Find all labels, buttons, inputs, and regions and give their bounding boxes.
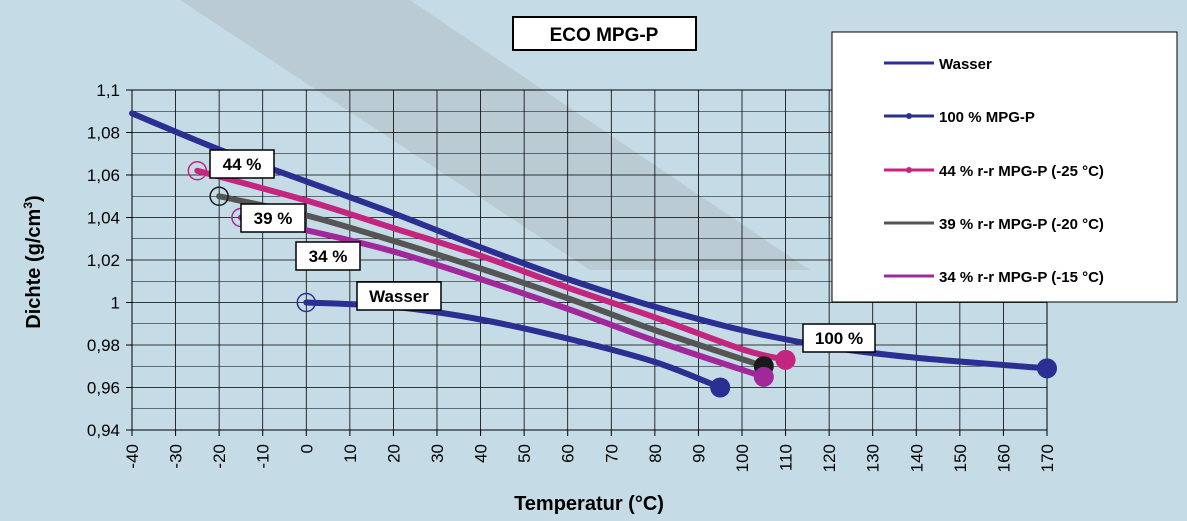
y-tick-label: 0,94: [87, 421, 120, 440]
y-axis-label: Dichte (g/cm3): [21, 195, 45, 328]
x-tick-label: 170: [1038, 444, 1057, 472]
legend-label-2: 44 % r-r MPG-P (-25 °C): [939, 163, 1104, 180]
y-axis-label-close: ): [23, 195, 45, 202]
x-tick-label: 50: [515, 444, 534, 463]
series-tag-box-0: [356, 281, 442, 311]
series-end-marker-2: [775, 349, 796, 370]
y-tick-label: 1,02: [87, 251, 120, 270]
y-tick-label: 0,98: [87, 336, 120, 355]
y-tick-label: 1,1: [96, 81, 120, 100]
y-tick-label: 1,08: [87, 124, 120, 143]
x-tick-label: 110: [777, 444, 796, 471]
series-line-4: [237, 214, 767, 380]
x-axis-label: Temperatur (°C): [514, 493, 664, 515]
y-tick-label: 0,96: [87, 379, 120, 398]
series-tag-4: 34 %: [309, 247, 348, 266]
series-tag-2: 44 %: [223, 155, 262, 174]
series-tag-3: 39 %: [254, 209, 293, 228]
x-tick-label: 70: [602, 444, 621, 463]
series-end-marker-0: [710, 377, 731, 398]
y-axis-ticks: 0,94 0,96 0,98 1 1,02 1,04 1,06 1,08 1,1: [87, 81, 132, 440]
x-tick-label: 120: [820, 444, 839, 472]
series-tag-1: 100 %: [815, 329, 863, 348]
x-tick-label: 80: [646, 444, 665, 463]
legend-label-3: 39 % r-r MPG-P (-20 °C): [939, 216, 1104, 233]
x-tick-label: 90: [689, 444, 708, 463]
y-axis-label-sup: 3: [21, 202, 35, 209]
series-start-marker-2: [187, 161, 208, 181]
series-line-3: [216, 193, 767, 370]
x-axis-ticks: -40 -30 -20 -10 0 10 20 30 40 50 60 70 80 90 100 110 120…: [123, 430, 1057, 472]
series-start-marker-0: [296, 292, 317, 313]
y-axis-label-main: Dichte (g/cm: [23, 209, 45, 329]
series-tag-box-4: [295, 241, 361, 271]
legend: Wasser 100 % MPG-P 44 % r-r MPG-P (-25 °C)…: [884, 56, 1104, 286]
x-tick-label: 0: [297, 444, 316, 453]
x-tick-label: 40: [472, 444, 491, 463]
series-tag-box-1: [802, 323, 876, 353]
background-diagonal-band: [180, 0, 810, 270]
series-tag-box-3: [240, 203, 306, 233]
series-tag-0: Wasser: [369, 287, 429, 306]
x-tick-label: 150: [951, 444, 970, 472]
series-tags: Wasser 100 % 44 % 39 % 34 %: [209, 149, 876, 353]
legend-marker-1: [906, 113, 912, 119]
x-tick-label: 30: [428, 444, 447, 463]
x-tick-label: 20: [384, 444, 403, 463]
legend-marker-2: [906, 167, 912, 173]
legend-label-4: 34 % r-r MPG-P (-15 °C): [939, 269, 1104, 286]
x-tick-label: 100: [733, 444, 752, 472]
series-end-marker-4: [753, 366, 774, 387]
x-tick-label: 130: [864, 444, 883, 472]
chart-title: ECO MPG-P: [550, 25, 659, 46]
x-tick-label: -10: [254, 444, 273, 469]
legend-box: [831, 31, 1178, 303]
x-tick-label: 10: [341, 444, 360, 463]
x-tick-label: 160: [994, 444, 1013, 472]
y-tick-label: 1,04: [87, 209, 120, 228]
y-tick-label: 1,06: [87, 166, 120, 185]
series-tag-box-2: [209, 149, 275, 179]
series-end-marker-1: [1037, 358, 1057, 379]
legend-label-1: 100 % MPG-P: [939, 109, 1035, 126]
series-start-marker-3: [209, 186, 229, 206]
x-tick-label: 140: [907, 444, 926, 472]
y-tick-label: 1: [111, 294, 120, 313]
x-tick-label: -30: [167, 444, 186, 469]
x-tick-label: -40: [123, 444, 142, 469]
x-tick-label: -20: [210, 444, 229, 469]
legend-label-0: Wasser: [939, 56, 992, 73]
x-tick-label: 60: [559, 444, 578, 463]
title-box: [512, 16, 697, 51]
series-line-2: [194, 167, 789, 363]
